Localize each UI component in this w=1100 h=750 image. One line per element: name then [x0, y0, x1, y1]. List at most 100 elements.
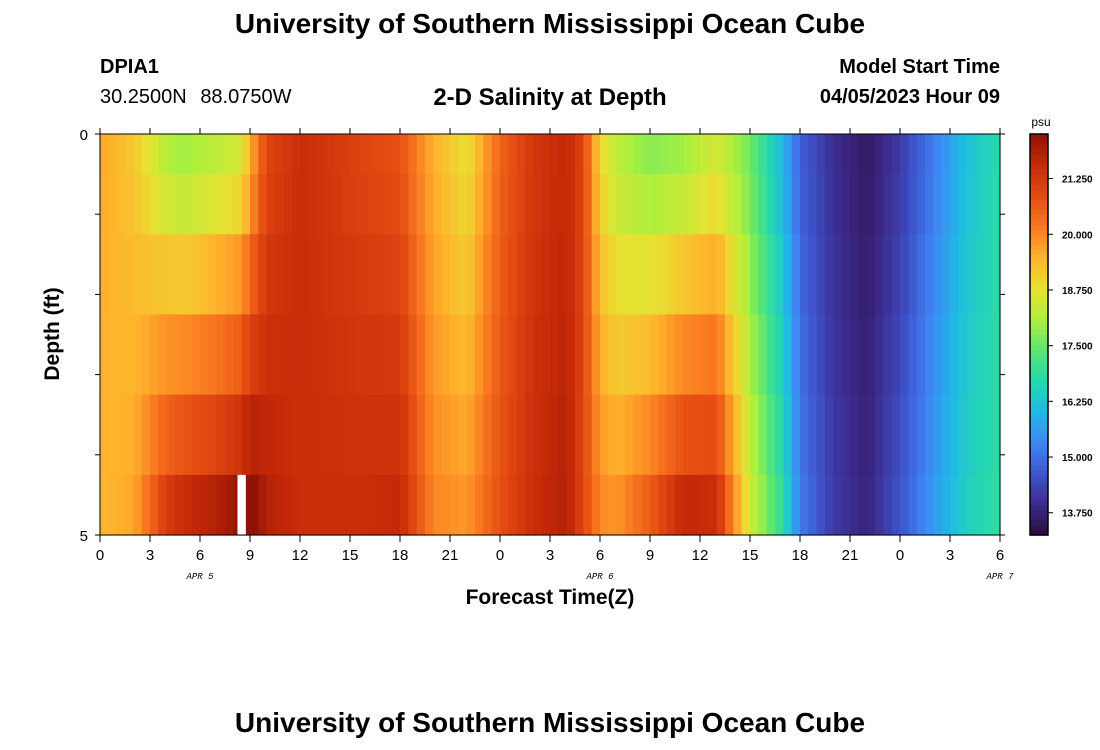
colorbar-segment — [1030, 249, 1048, 255]
colorbar-segment — [1030, 464, 1048, 471]
heatmap-cell — [408, 134, 418, 175]
heatmap-cell — [341, 314, 351, 396]
colorbar-segment — [1030, 474, 1048, 481]
heatmap-cell — [383, 134, 393, 175]
heatmap-cell — [925, 134, 934, 175]
heatmap-cell — [283, 134, 293, 175]
heatmap-cell — [850, 134, 859, 175]
colorbar-segment — [1030, 284, 1048, 290]
heatmap-cell — [133, 474, 143, 536]
heatmap-cell — [775, 314, 784, 396]
colorbar-segment — [1030, 524, 1048, 531]
heatmap-cell — [383, 314, 393, 396]
heatmap-cell — [683, 474, 693, 536]
heatmap-cell — [633, 134, 643, 175]
heatmap-cell — [733, 134, 743, 175]
heatmap-cell — [908, 134, 918, 175]
x-tick-label: 0 — [96, 547, 104, 564]
heatmap-cell — [191, 394, 201, 476]
heatmap-cell — [308, 234, 318, 316]
heatmap-cell — [566, 174, 576, 235]
heatmap-cell — [741, 394, 751, 476]
heatmap-cell — [333, 134, 343, 175]
heatmap-cell — [916, 134, 926, 175]
heatmap-cell — [325, 394, 334, 476]
heatmap-cell — [150, 394, 159, 476]
heatmap-cell — [775, 134, 784, 175]
heatmap-cell — [325, 234, 334, 316]
heatmap-cell — [783, 474, 793, 536]
heatmap-cell — [466, 134, 476, 175]
heatmap-cell — [333, 394, 343, 476]
heatmap-cell — [108, 134, 118, 175]
heatmap-cell — [125, 134, 134, 175]
y-tick-label: 5 — [80, 528, 88, 545]
longitude: 88.0750W — [200, 86, 292, 108]
heatmap-cell — [225, 394, 234, 476]
heatmap-cell — [266, 314, 276, 396]
heatmap-cell — [825, 394, 834, 476]
heatmap-cell — [541, 394, 551, 476]
colorbar-segment — [1030, 139, 1048, 145]
heatmap-cell — [233, 394, 243, 476]
heatmap-cell — [133, 394, 143, 476]
heatmap-cell — [633, 474, 643, 536]
heatmap-cell — [183, 474, 193, 536]
heatmap-cell — [975, 474, 984, 536]
heatmap-cell — [133, 234, 143, 316]
heatmap-cell — [191, 234, 201, 316]
colorbar-tick-label: 13.750 — [1062, 509, 1093, 520]
heatmap-cell — [666, 314, 676, 396]
colorbar-segment — [1030, 159, 1048, 165]
heatmap-cell — [800, 134, 809, 175]
heatmap-cell — [958, 234, 968, 316]
heatmap-cell — [591, 234, 601, 316]
heatmap-cell — [258, 394, 268, 476]
heatmap-cell — [841, 314, 851, 396]
heatmap-cell — [641, 394, 651, 476]
heatmap-cell — [916, 174, 926, 235]
heatmap-cell — [766, 234, 776, 316]
heatmap-cell — [141, 134, 151, 175]
heatmap-cell — [625, 314, 634, 396]
colorbar-segment — [1030, 204, 1048, 210]
heatmap-cell — [325, 174, 334, 235]
heatmap-cell — [400, 474, 409, 536]
heatmap-cell — [641, 174, 651, 235]
latitude: 30.2500N — [100, 86, 187, 108]
heatmap-cell — [158, 474, 168, 536]
heatmap-cell — [933, 474, 943, 536]
heatmap-cell — [566, 234, 576, 316]
heatmap-cell — [975, 394, 984, 476]
heatmap-cell — [458, 394, 468, 476]
heatmap-cell — [991, 474, 1001, 536]
heatmap-cell — [733, 474, 743, 536]
heatmap-cell — [583, 394, 593, 476]
heatmap-cell — [783, 134, 793, 175]
heatmap-cell — [433, 474, 443, 536]
heatmap-cell — [250, 174, 259, 235]
heatmap-cell — [125, 474, 134, 536]
heatmap-cell — [358, 234, 368, 316]
heatmap-cell — [575, 134, 584, 175]
heatmap-cell — [583, 174, 593, 235]
heatmap-cell — [458, 474, 468, 536]
heatmap-cell — [825, 474, 834, 536]
heatmap-cell — [775, 174, 784, 235]
heatmap-cell — [633, 314, 643, 396]
x-tick-label: 15 — [342, 547, 359, 564]
heatmap-cell — [816, 134, 826, 175]
heatmap-cell — [933, 174, 943, 235]
heatmap-cell — [358, 134, 368, 175]
heatmap-cell — [658, 134, 668, 175]
heatmap-cell — [975, 134, 984, 175]
heatmap-cell — [958, 174, 968, 235]
heatmap-cell — [441, 474, 451, 536]
heatmap-cell — [225, 134, 234, 175]
heatmap-cell — [233, 134, 243, 175]
heatmap-cell — [391, 234, 401, 316]
heatmap-cell — [500, 134, 509, 175]
heatmap-cell — [516, 234, 526, 316]
heatmap-cell — [891, 314, 901, 396]
heatmap-cell — [341, 174, 351, 235]
